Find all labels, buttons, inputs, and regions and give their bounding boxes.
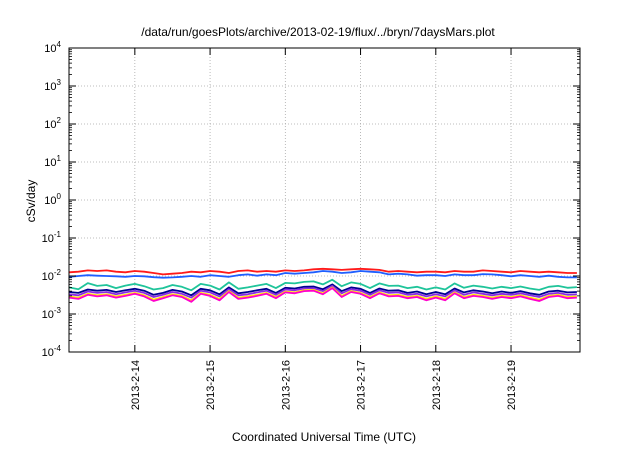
y-tick-label: 100	[44, 192, 61, 207]
grid-lines	[69, 48, 580, 352]
x-axis-label: Coordinated Universal Time (UTC)	[232, 430, 416, 444]
x-tick-labels: 2013-2-14 2013-2-15 2013-2-16 2013-2-17 2013…	[130, 360, 518, 410]
y-tick-label: 10-2	[42, 268, 62, 283]
y-tick-labels: 10-4 10-3 10-2 10-1 100 101 102 103 104	[42, 40, 62, 359]
axis-ticks	[69, 47, 580, 353]
chart-title: /data/run/goesPlots/archive/2013-02-19/f…	[141, 25, 495, 39]
series-line	[68, 278, 577, 292]
y-tick-label: 10-3	[42, 306, 62, 321]
series-line	[68, 270, 577, 279]
y-tick-label: 10-1	[42, 230, 62, 245]
x-tick-label: 2013-2-18	[431, 360, 443, 410]
series-line	[68, 283, 577, 297]
y-tick-label: 103	[44, 78, 61, 93]
series-lines	[68, 267, 577, 303]
x-tick-label: 2013-2-16	[280, 360, 292, 410]
x-tick-label: 2013-2-19	[506, 360, 518, 410]
y-tick-label: 101	[44, 154, 61, 169]
x-tick-label: 2013-2-15	[205, 360, 217, 410]
y-tick-label: 102	[44, 116, 61, 131]
series-line	[68, 287, 577, 303]
series-line	[68, 284, 577, 299]
x-tick-label: 2013-2-14	[130, 360, 142, 410]
y-axis-label: cSv/day	[24, 180, 38, 223]
series-line	[68, 267, 577, 276]
y-tick-label: 104	[44, 40, 61, 55]
y-tick-label: 10-4	[42, 344, 62, 359]
x-tick-label: 2013-2-17	[356, 360, 368, 410]
